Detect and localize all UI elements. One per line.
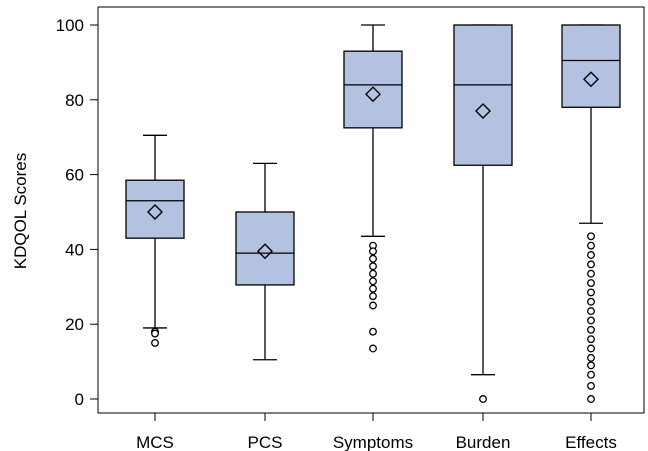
outlier-point xyxy=(587,381,595,390)
y-tick-label: 0 xyxy=(75,390,84,409)
outlier-point xyxy=(369,327,377,336)
outlier-point xyxy=(369,292,377,301)
x-axis: MCS PCS Symptoms Burden Effects xyxy=(136,413,617,451)
x-tick-label-mcs: MCS xyxy=(136,433,174,451)
outlier-point xyxy=(369,247,377,256)
outlier-point xyxy=(369,344,377,353)
x-tick-label-pcs: PCS xyxy=(248,433,283,451)
box-effects xyxy=(561,24,621,403)
mean-marker xyxy=(147,204,163,220)
y-tick-label: 20 xyxy=(65,315,84,334)
y-axis: 0 20 40 60 80 100 xyxy=(56,16,98,409)
iqr-box xyxy=(343,50,403,129)
x-tick-label-burden: Burden xyxy=(456,433,511,451)
x-tick-label-symptoms: Symptoms xyxy=(333,433,413,451)
box-symptoms xyxy=(343,24,403,353)
outlier-point xyxy=(151,338,159,347)
box-pcs xyxy=(235,162,295,361)
outlier-point xyxy=(479,395,487,403)
outlier-point xyxy=(587,344,595,353)
box-burden xyxy=(453,24,513,403)
outlier-point xyxy=(369,262,377,271)
mean-marker xyxy=(583,71,599,88)
outlier-point xyxy=(587,279,595,288)
box-series xyxy=(125,24,621,403)
outlier-point xyxy=(587,395,595,403)
outlier-point xyxy=(587,353,595,362)
outlier-point xyxy=(587,307,595,316)
outlier-point xyxy=(587,325,595,334)
x-tick-label-effects: Effects xyxy=(565,433,617,451)
outlier-point xyxy=(587,241,595,250)
outlier-point xyxy=(587,288,595,297)
mean-marker xyxy=(475,103,491,120)
mean-marker xyxy=(257,243,273,260)
y-tick-label: 100 xyxy=(56,16,84,35)
mean-marker xyxy=(365,86,381,103)
outlier-point xyxy=(369,277,377,286)
outlier-point xyxy=(369,254,377,263)
outlier-point xyxy=(587,316,595,325)
outlier-point xyxy=(587,269,595,278)
y-tick-label: 80 xyxy=(65,91,84,110)
outlier-point xyxy=(587,370,595,379)
outlier-point xyxy=(369,269,377,278)
outlier-point xyxy=(587,297,595,306)
outlier-point xyxy=(587,232,595,241)
box-mcs xyxy=(125,134,185,347)
y-tick-label: 60 xyxy=(65,166,84,185)
y-axis-title: KDQOL Scores xyxy=(11,153,30,270)
outlier-point xyxy=(587,260,595,269)
outlier-point xyxy=(369,284,377,293)
outlier-point xyxy=(587,361,595,370)
iqr-box xyxy=(235,211,295,286)
plot-frame xyxy=(97,6,645,414)
y-tick-label: 40 xyxy=(65,240,84,259)
iqr-box xyxy=(561,24,621,108)
iqr-box xyxy=(125,179,185,239)
outlier-point xyxy=(587,251,595,259)
iqr-box xyxy=(453,24,513,166)
outlier-point xyxy=(151,329,159,338)
outlier-point xyxy=(369,301,377,310)
outlier-point xyxy=(587,335,595,344)
